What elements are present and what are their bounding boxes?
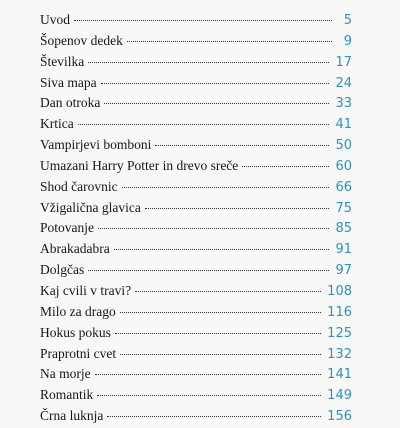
toc-entry[interactable]: Abrakadabra 91 [40,239,352,260]
dot-leader [88,61,330,63]
dot-leader [144,207,330,209]
toc-entry-page: 116 [327,304,352,320]
dot-leader [88,270,330,272]
toc-entry[interactable]: Na morje 141 [40,364,352,385]
dot-leader [107,416,322,418]
toc-entry[interactable]: Siva mapa 24 [40,73,352,94]
toc-entry-page: 33 [335,96,352,112]
toc-entry[interactable]: Praprotni cvet 132 [40,344,352,365]
toc-entry-page: 125 [327,325,352,341]
toc-entry-title: Milo za drago [40,303,116,319]
toc-entry-title: Dan otroka [40,95,101,111]
toc-entry-title: Siva mapa [40,74,97,90]
dot-leader [114,332,322,334]
toc-entry-page: 156 [327,409,352,425]
toc-entry-page: 91 [335,242,352,258]
toc-entry-page: 85 [335,221,352,237]
toc-entry-title: Shod čarovnic [40,178,118,194]
toc-entry-title: Šopenov dedek [40,32,123,48]
toc-entry[interactable]: Črna luknja 156 [40,406,352,427]
toc-entry-title: Vžigalična glavica [40,199,141,215]
dot-leader [119,311,322,313]
toc-entry[interactable]: Umazani Harry Potter in drevo sreče 60 [40,156,352,177]
toc-entry-title: Na morje [40,366,91,382]
toc-entry[interactable]: Romantik 149 [40,385,352,406]
toc-entry[interactable]: Uvod 5 [40,10,352,31]
toc-entry-page: 17 [335,54,352,70]
toc-entry[interactable]: Vžigalična glavica 75 [40,198,352,219]
toc-entry-page: 50 [335,138,352,154]
toc-entry[interactable]: Številka 17 [40,52,352,73]
toc-entry-title: Abrakadabra [40,241,110,257]
dot-leader [100,82,330,84]
dot-leader [135,290,322,292]
toc-entry-page: 60 [335,158,352,174]
table-of-contents: Uvod 5 Šopenov dedek 9 Številka 17 Siva … [40,10,352,427]
dot-leader [242,165,330,167]
toc-entry-page: 5 [343,13,352,28]
toc-entry-title: Številka [40,53,85,69]
toc-entry-title: Praprotni cvet [40,345,117,361]
toc-entry[interactable]: Krtica 41 [40,114,352,135]
toc-entry-title: Kaj cvili v travi? [40,282,132,298]
toc-entry[interactable]: Vampirjevi bomboni 50 [40,135,352,156]
toc-entry[interactable]: Milo za drago 116 [40,302,352,323]
dot-leader [104,103,330,105]
toc-entry-title: Umazani Harry Potter in drevo sreče [40,157,239,173]
toc-entry-page: 132 [327,346,352,362]
toc-entry-title: Romantik [40,387,94,403]
toc-entry-page: 66 [335,179,352,195]
toc-entry-page: 97 [335,263,352,279]
dot-leader [121,186,330,188]
toc-entry-title: Krtica [40,116,74,132]
toc-entry-page: 149 [327,388,352,404]
toc-entry-page: 75 [335,200,352,216]
toc-entry[interactable]: Dan otroka 33 [40,93,352,114]
toc-entry-title: Dolgčas [40,262,85,278]
toc-entry-page: 41 [335,117,352,133]
dot-leader [74,20,332,21]
toc-entry[interactable]: Kaj cvili v travi? 108 [40,281,352,302]
dot-leader [113,249,330,251]
toc-entry-page: 141 [327,367,352,383]
dot-leader [98,228,330,230]
dot-leader [126,40,332,42]
toc-entry[interactable]: Šopenov dedek 9 [40,31,352,52]
dot-leader [77,124,330,126]
toc-entry-page: 9 [343,33,352,49]
dot-leader [120,353,322,355]
dot-leader [97,395,322,397]
dot-leader [94,374,322,376]
toc-entry-title: Črna luknja [40,408,104,424]
toc-entry[interactable]: Shod čarovnic 66 [40,177,352,198]
toc-entry-title: Hokus pokus [40,324,111,340]
toc-entry[interactable]: Potovanje 85 [40,218,352,239]
toc-entry[interactable]: Dolgčas 97 [40,260,352,281]
toc-entry-title: Uvod [40,12,70,27]
dot-leader [155,145,330,147]
toc-entry-page: 24 [335,75,352,91]
toc-entry-title: Vampirjevi bomboni [40,137,152,153]
toc-entry[interactable]: Hokus pokus 125 [40,323,352,344]
toc-entry-title: Potovanje [40,220,94,236]
toc-entry-page: 108 [327,283,352,299]
